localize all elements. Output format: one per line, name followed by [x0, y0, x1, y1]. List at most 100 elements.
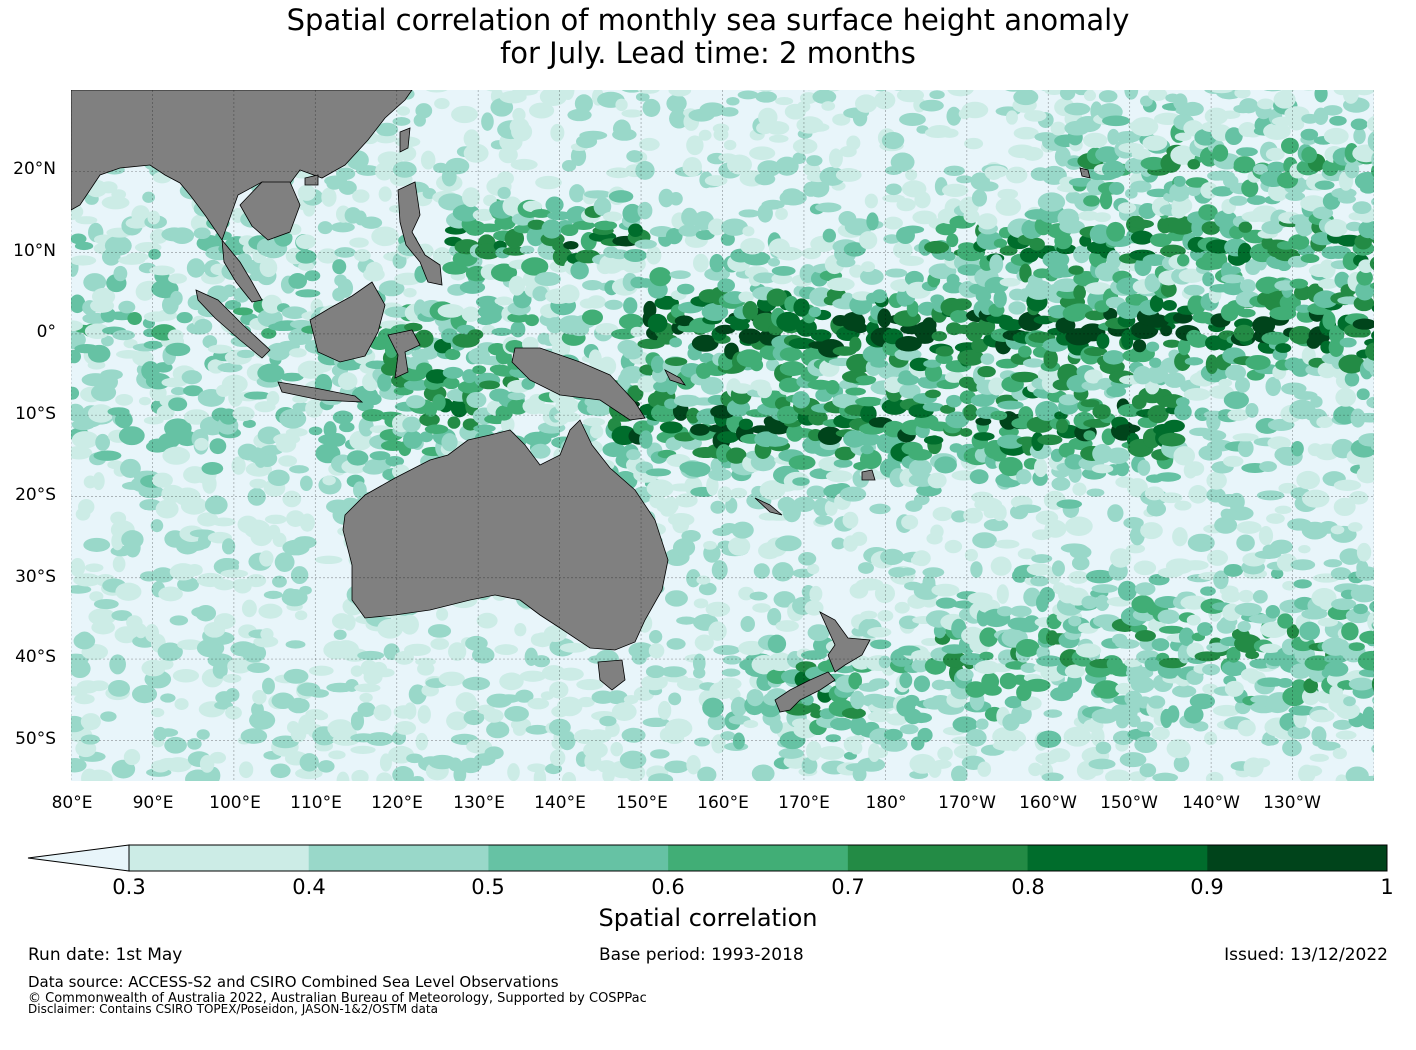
correlation-patch: [742, 251, 771, 266]
correlation-patch: [472, 646, 495, 664]
correlation-patch: [404, 643, 431, 657]
correlation-patch: [1379, 655, 1393, 667]
correlation-patch: [1324, 661, 1349, 677]
correlation-patch: [1054, 146, 1071, 167]
correlation-patch: [912, 550, 931, 567]
correlation-patch: [1023, 110, 1047, 122]
correlation-patch: [1162, 300, 1177, 311]
correlation-patch: [951, 765, 968, 781]
correlation-patch: [994, 539, 1020, 549]
correlation-patch: [552, 241, 565, 252]
correlation-patch: [1130, 230, 1154, 245]
correlation-patch: [1093, 212, 1111, 223]
correlation-patch: [810, 329, 832, 342]
correlation-patch: [1115, 424, 1141, 434]
correlation-patch: [851, 531, 868, 546]
correlation-patch: [793, 496, 816, 513]
land-philippines: [397, 181, 443, 286]
correlation-patch: [295, 249, 317, 264]
correlation-patch: [1331, 187, 1357, 199]
correlation-patch: [925, 389, 941, 399]
correlation-patch: [860, 268, 884, 285]
correlation-patch: [998, 729, 1027, 749]
correlation-patch: [665, 437, 682, 451]
correlation-patch: [1365, 342, 1374, 361]
correlation-patch: [304, 270, 321, 282]
lon-label: 150°E: [616, 793, 668, 813]
correlation-patch: [278, 455, 298, 467]
correlation-patch: [213, 579, 236, 591]
correlation-patch: [771, 273, 793, 285]
correlation-patch: [1252, 589, 1268, 604]
correlation-patch: [1068, 570, 1089, 584]
lat-label: 10°N: [13, 241, 56, 261]
correlation-patch: [1339, 337, 1357, 348]
lon-label: 170°E: [778, 793, 830, 813]
correlation-patch: [911, 658, 930, 673]
correlation-patch: [295, 234, 316, 250]
correlation-patch: [1053, 278, 1081, 293]
correlation-patch: [377, 373, 392, 392]
correlation-patch: [738, 209, 760, 218]
correlation-patch: [676, 677, 704, 691]
correlation-patch: [393, 90, 400, 91]
correlation-patch: [350, 745, 376, 754]
correlation-patch: [646, 479, 674, 498]
correlation-patch: [430, 638, 450, 650]
correlation-patch: [1209, 90, 1234, 94]
correlation-patch: [1237, 439, 1254, 458]
correlation-patch: [1286, 624, 1300, 639]
correlation-patch: [359, 692, 373, 703]
correlation-patch: [455, 692, 477, 712]
correlation-patch: [256, 238, 277, 257]
correlation-patch: [765, 121, 790, 135]
correlation-patch: [913, 675, 931, 693]
correlation-patch: [1104, 769, 1131, 781]
correlation-patch: [1375, 415, 1395, 427]
correlation-patch: [623, 695, 639, 705]
correlation-patch: [420, 150, 436, 170]
correlation-patch: [1129, 219, 1154, 229]
correlation-patch: [1101, 160, 1126, 179]
correlation-patch: [1234, 602, 1263, 617]
correlation-patch: [1230, 90, 1239, 91]
correlation-patch: [1356, 412, 1374, 423]
correlation-patch: [243, 391, 271, 400]
copyright: © Commonwealth of Australia 2022, Austra…: [28, 991, 647, 1006]
correlation-patch: [148, 90, 153, 91]
correlation-patch: [526, 90, 541, 92]
correlation-patch: [476, 612, 498, 629]
correlation-patch: [1131, 148, 1151, 160]
correlation-patch: [410, 775, 425, 781]
correlation-patch: [946, 394, 962, 408]
correlation-patch: [1206, 471, 1227, 490]
correlation-patch: [822, 228, 836, 243]
correlation-patch: [461, 306, 480, 322]
correlation-patch: [337, 372, 358, 390]
correlation-patch: [1345, 766, 1369, 781]
correlation-patch: [526, 226, 545, 247]
correlation-patch: [188, 72, 208, 88]
correlation-patch: [241, 643, 267, 663]
correlation-patch: [1343, 696, 1356, 707]
correlation-patch: [109, 654, 126, 675]
correlation-patch: [317, 248, 339, 264]
correlation-patch: [510, 158, 538, 171]
correlation-patch: [158, 728, 179, 737]
correlation-patch: [165, 342, 191, 357]
correlation-patch: [1322, 311, 1336, 330]
correlation-patch: [222, 673, 242, 683]
correlation-patch: [127, 311, 142, 326]
correlation-patch: [749, 591, 768, 601]
correlation-patch: [545, 196, 564, 213]
correlation-patch: [1291, 679, 1307, 692]
correlation-patch: [497, 186, 511, 199]
correlation-patch: [999, 672, 1018, 690]
correlation-patch: [1046, 630, 1059, 646]
correlation-patch: [330, 222, 355, 233]
correlation-patch: [1310, 395, 1323, 408]
correlation-patch: [322, 475, 336, 486]
correlation-patch: [402, 416, 421, 433]
correlation-patch: [871, 289, 888, 304]
correlation-patch: [547, 211, 573, 221]
